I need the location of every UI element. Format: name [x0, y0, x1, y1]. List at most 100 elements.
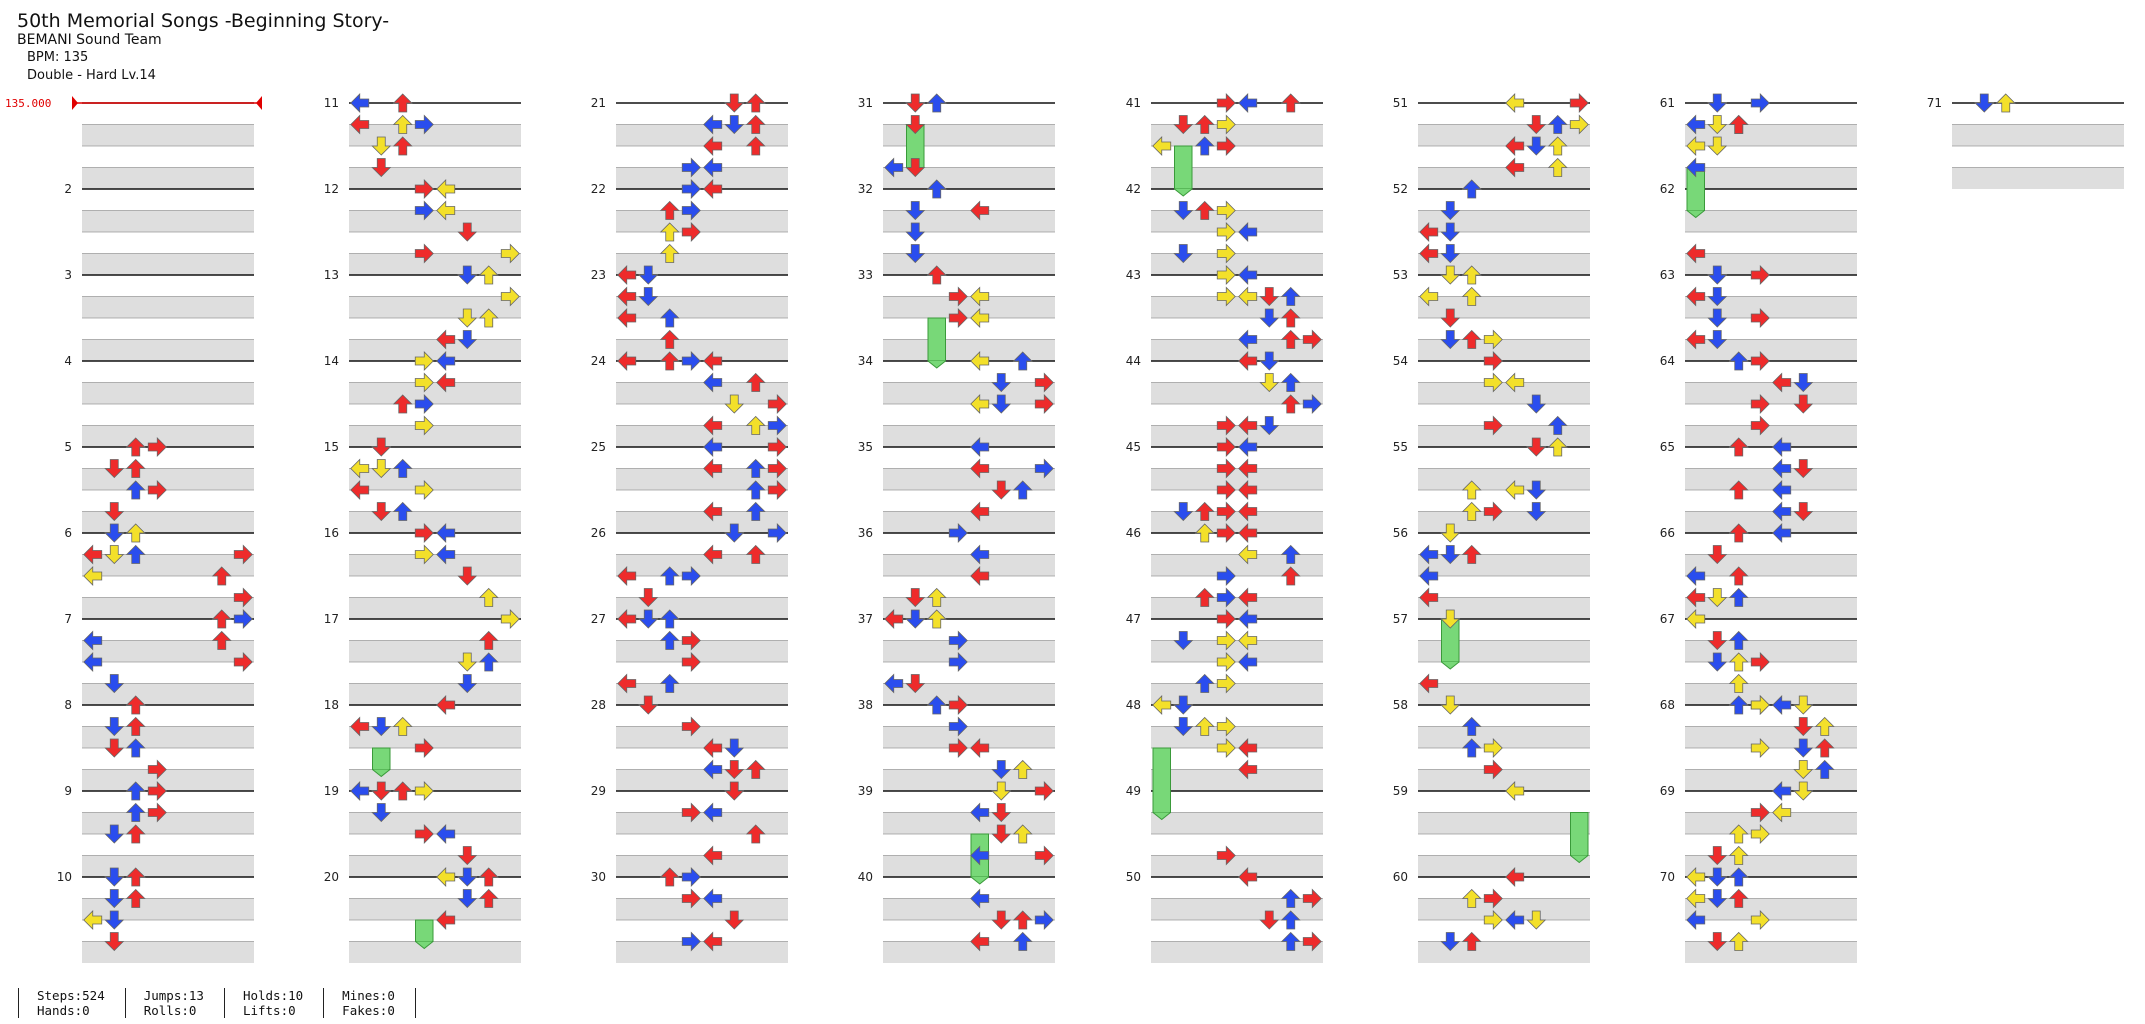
note-arrow [1505, 372, 1525, 393]
measure-number: 33 [858, 268, 873, 282]
note-arrow [1194, 501, 1215, 521]
note-arrow [1440, 201, 1461, 221]
note-arrow [457, 846, 478, 866]
note-arrow [104, 889, 125, 909]
note-arrow [681, 931, 701, 952]
note-arrow [767, 458, 787, 479]
measure-number: 37 [858, 612, 873, 626]
beat-band [1685, 640, 1857, 662]
beat-band [1418, 253, 1590, 275]
note-arrow [478, 888, 499, 908]
hold-body [1152, 747, 1171, 813]
beat-band [1685, 296, 1857, 318]
note-arrow [457, 265, 478, 285]
beat-band [1418, 382, 1590, 404]
measure-number: 30 [591, 870, 606, 884]
note-arrow [1750, 351, 1770, 371]
note-arrow [659, 673, 680, 693]
beat-band [349, 339, 521, 361]
note-arrow [1461, 501, 1482, 521]
note-arrow [703, 931, 723, 952]
note-arrow [104, 867, 125, 887]
note-arrow [1238, 329, 1258, 350]
beat-band [1151, 941, 1323, 963]
note-arrow [1793, 760, 1814, 780]
note-arrow [991, 373, 1012, 393]
note-arrow [1259, 308, 1280, 328]
note-arrow [1505, 480, 1525, 500]
note-arrow [659, 329, 680, 349]
note-arrow [371, 158, 392, 178]
beat-band [616, 769, 788, 791]
note-arrow [1419, 222, 1439, 242]
beat-band [82, 210, 254, 232]
note-arrow [1216, 609, 1236, 629]
note-arrow [1461, 716, 1482, 736]
note-arrow [659, 243, 680, 263]
note-arrow [1259, 910, 1280, 930]
beat-band [1151, 167, 1323, 189]
measure-number: 15 [324, 440, 339, 454]
note-arrow [948, 286, 968, 307]
note-arrow [1793, 781, 1814, 801]
note-arrow [745, 93, 766, 113]
note-arrow [884, 609, 904, 629]
beat-band [82, 855, 254, 877]
note-arrow [970, 501, 990, 522]
note-arrow [1461, 544, 1482, 564]
note-arrow [1974, 93, 1995, 113]
note-arrow [1419, 544, 1439, 565]
note-arrow [1012, 910, 1033, 930]
note-arrow [1707, 136, 1728, 156]
beat-band [616, 640, 788, 662]
note-arrow [1012, 824, 1033, 844]
note-arrow [970, 845, 990, 866]
note-arrow [414, 781, 434, 801]
note-arrow [638, 588, 659, 608]
note-arrow [1505, 136, 1525, 156]
beat-band [883, 339, 1055, 361]
note-arrow [1173, 115, 1194, 135]
note-arrow [350, 114, 370, 135]
note-arrow [681, 867, 701, 887]
measure-number: 22 [591, 182, 606, 196]
note-arrow [83, 544, 103, 565]
note-arrow [1280, 931, 1301, 951]
beat-band [82, 296, 254, 318]
measure-number: 20 [324, 870, 339, 884]
note-arrow [1995, 93, 2016, 113]
note-arrow [1173, 244, 1194, 264]
note-arrow [948, 716, 968, 737]
note-arrow [1238, 93, 1258, 113]
beat-band [883, 124, 1055, 146]
beat-band [1151, 511, 1323, 533]
note-arrow [125, 458, 146, 478]
note-arrow [350, 93, 370, 113]
hold-body [927, 317, 946, 362]
note-arrow [414, 544, 434, 565]
note-arrow [1686, 888, 1706, 909]
note-arrow [1686, 243, 1706, 264]
beat-band [1151, 769, 1323, 791]
note-arrow [617, 286, 637, 307]
beat-band [1418, 468, 1590, 490]
measure-number: 44 [1126, 354, 1141, 368]
note-arrow [681, 157, 701, 178]
beat-band [1418, 425, 1590, 447]
measure-number: 46 [1126, 526, 1141, 540]
note-arrow [1238, 609, 1258, 629]
note-arrow [1194, 587, 1215, 607]
measure-number: 43 [1126, 268, 1141, 282]
song-difficulty: Double - Hard Lv.14 [27, 68, 156, 83]
beat-band [616, 296, 788, 318]
beat-band [616, 253, 788, 275]
note-arrow [617, 609, 637, 629]
note-arrow [457, 674, 478, 694]
note-arrow [392, 716, 413, 736]
note-arrow [767, 394, 787, 414]
note-arrow [1238, 458, 1258, 479]
note-arrow [991, 480, 1012, 500]
note-arrow [703, 437, 723, 457]
note-arrow [1793, 695, 1814, 715]
note-arrow [1440, 308, 1461, 328]
